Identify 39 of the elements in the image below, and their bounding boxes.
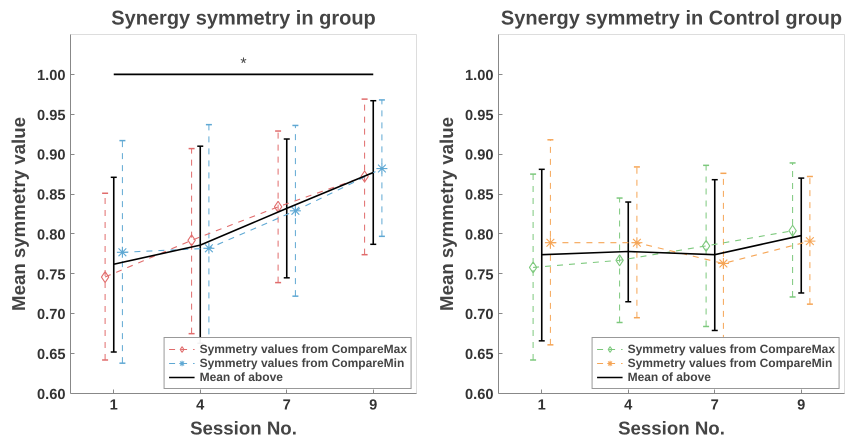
y-tick-label: 0.65 [464, 347, 494, 364]
y-axis-title: Mean symmetry value [8, 117, 29, 311]
legend-label: Symmetry values from CompareMax [200, 342, 407, 356]
legend-label: Mean of above [628, 370, 711, 384]
y-axis-title: Mean symmetry value [436, 117, 457, 311]
y-tick-label: 0.85 [36, 188, 66, 204]
y-tick-label: 0.75 [36, 267, 66, 284]
x-tick-label: 4 [624, 398, 634, 414]
x-tick-label: 9 [797, 398, 806, 414]
x-axis-title: Session No. [190, 418, 297, 438]
y-tick-label: 0.85 [464, 188, 494, 204]
y-tick-label: 1.00 [36, 68, 66, 84]
y-tick-label: 0.90 [464, 148, 494, 164]
y-tick-label: 0.60 [36, 387, 66, 403]
x-tick-label: 1 [110, 398, 118, 414]
x-axis-title: Session No. [618, 418, 725, 438]
chart-title: Synergy symmetry in group [111, 8, 376, 30]
y-tick-label: 0.65 [36, 347, 66, 364]
legend-label: Symmetry values from CompareMin [200, 356, 404, 370]
y-tick-label: 0.95 [464, 108, 494, 124]
y-tick-label: 1.00 [464, 68, 494, 84]
y-tick-label: 0.60 [464, 387, 494, 403]
ref-line-label: * [240, 55, 247, 72]
chart-title: Synergy symmetry in Control group [500, 8, 842, 30]
x-tick-label: 1 [538, 398, 546, 414]
legend-label: Mean of above [200, 370, 283, 384]
y-tick-label: 0.70 [36, 307, 66, 324]
legend-label: Symmetry values from CompareMin [628, 356, 832, 370]
y-tick-label: 0.75 [464, 267, 494, 284]
y-tick-label: 0.70 [464, 307, 494, 324]
x-tick-label: 4 [196, 398, 206, 414]
y-tick-label: 0.80 [464, 227, 494, 244]
x-tick-label: 7 [282, 398, 291, 414]
y-tick-label: 0.90 [36, 148, 66, 164]
x-tick-label: 9 [369, 398, 378, 414]
y-tick-label: 0.95 [36, 108, 66, 124]
legend-label: Symmetry values from CompareMax [628, 342, 835, 356]
x-tick-label: 7 [710, 398, 719, 414]
y-tick-label: 0.80 [36, 227, 66, 244]
